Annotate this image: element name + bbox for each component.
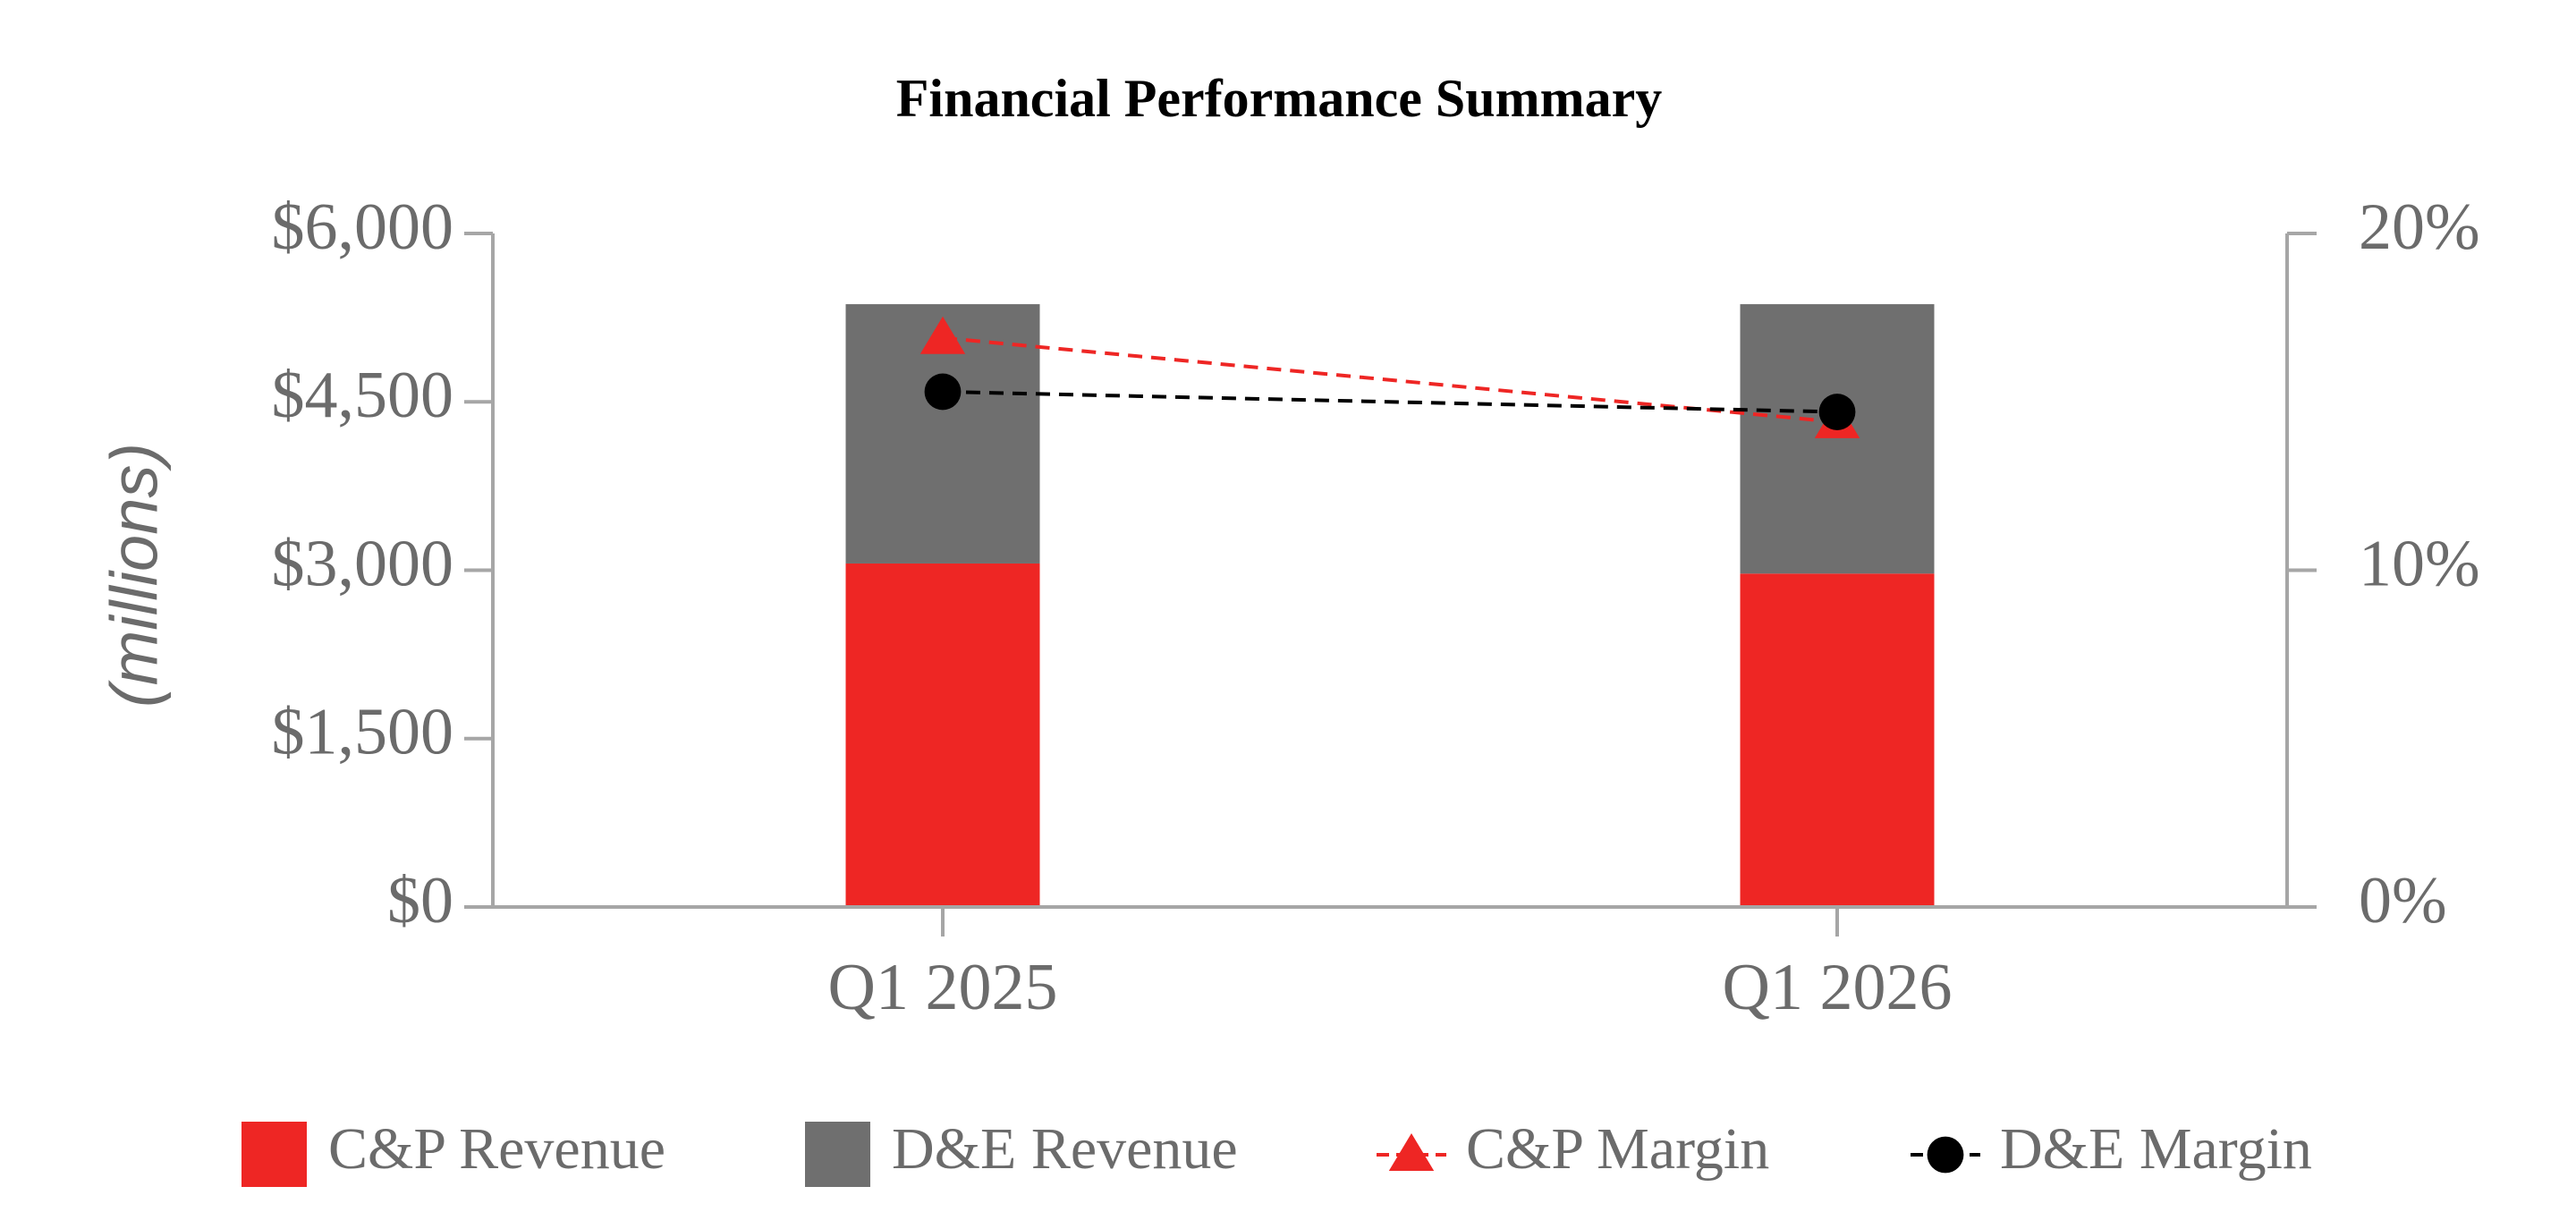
legend-label: D&E Margin (2000, 1116, 2312, 1182)
legend-marker (1927, 1136, 1964, 1174)
bar (1740, 304, 1935, 574)
legend-marker (1388, 1133, 1435, 1171)
marker (919, 316, 966, 354)
y2-tick-label: 20% (2359, 191, 2480, 264)
legend-swatch (805, 1122, 870, 1187)
y-tick-label: $1,500 (272, 696, 454, 769)
legend-label: D&E Revenue (892, 1116, 1238, 1182)
x-tick-label: Q1 2026 (1723, 951, 1953, 1024)
y-axis-label: (millions) (97, 443, 172, 708)
line (942, 389, 1838, 414)
marker (1818, 394, 1856, 430)
y-tick-label: $0 (387, 864, 453, 937)
x-tick-label: Q1 2025 (828, 951, 1058, 1024)
y-tick-label: $3,000 (272, 527, 454, 600)
bar (1740, 573, 1935, 907)
legend-label: C&P Margin (1466, 1116, 1769, 1182)
y-tick-label: $6,000 (272, 191, 454, 264)
y-tick-label: $4,500 (272, 359, 454, 432)
legend-swatch (242, 1122, 307, 1187)
chart-title: Financial Performance Summary (896, 69, 1663, 128)
line (942, 335, 1838, 424)
y2-tick-label: 10% (2359, 527, 2480, 600)
y2-tick-label: 0% (2359, 864, 2447, 937)
bar (845, 563, 1040, 907)
marker (924, 373, 962, 411)
legend-label: C&P Revenue (328, 1116, 665, 1182)
